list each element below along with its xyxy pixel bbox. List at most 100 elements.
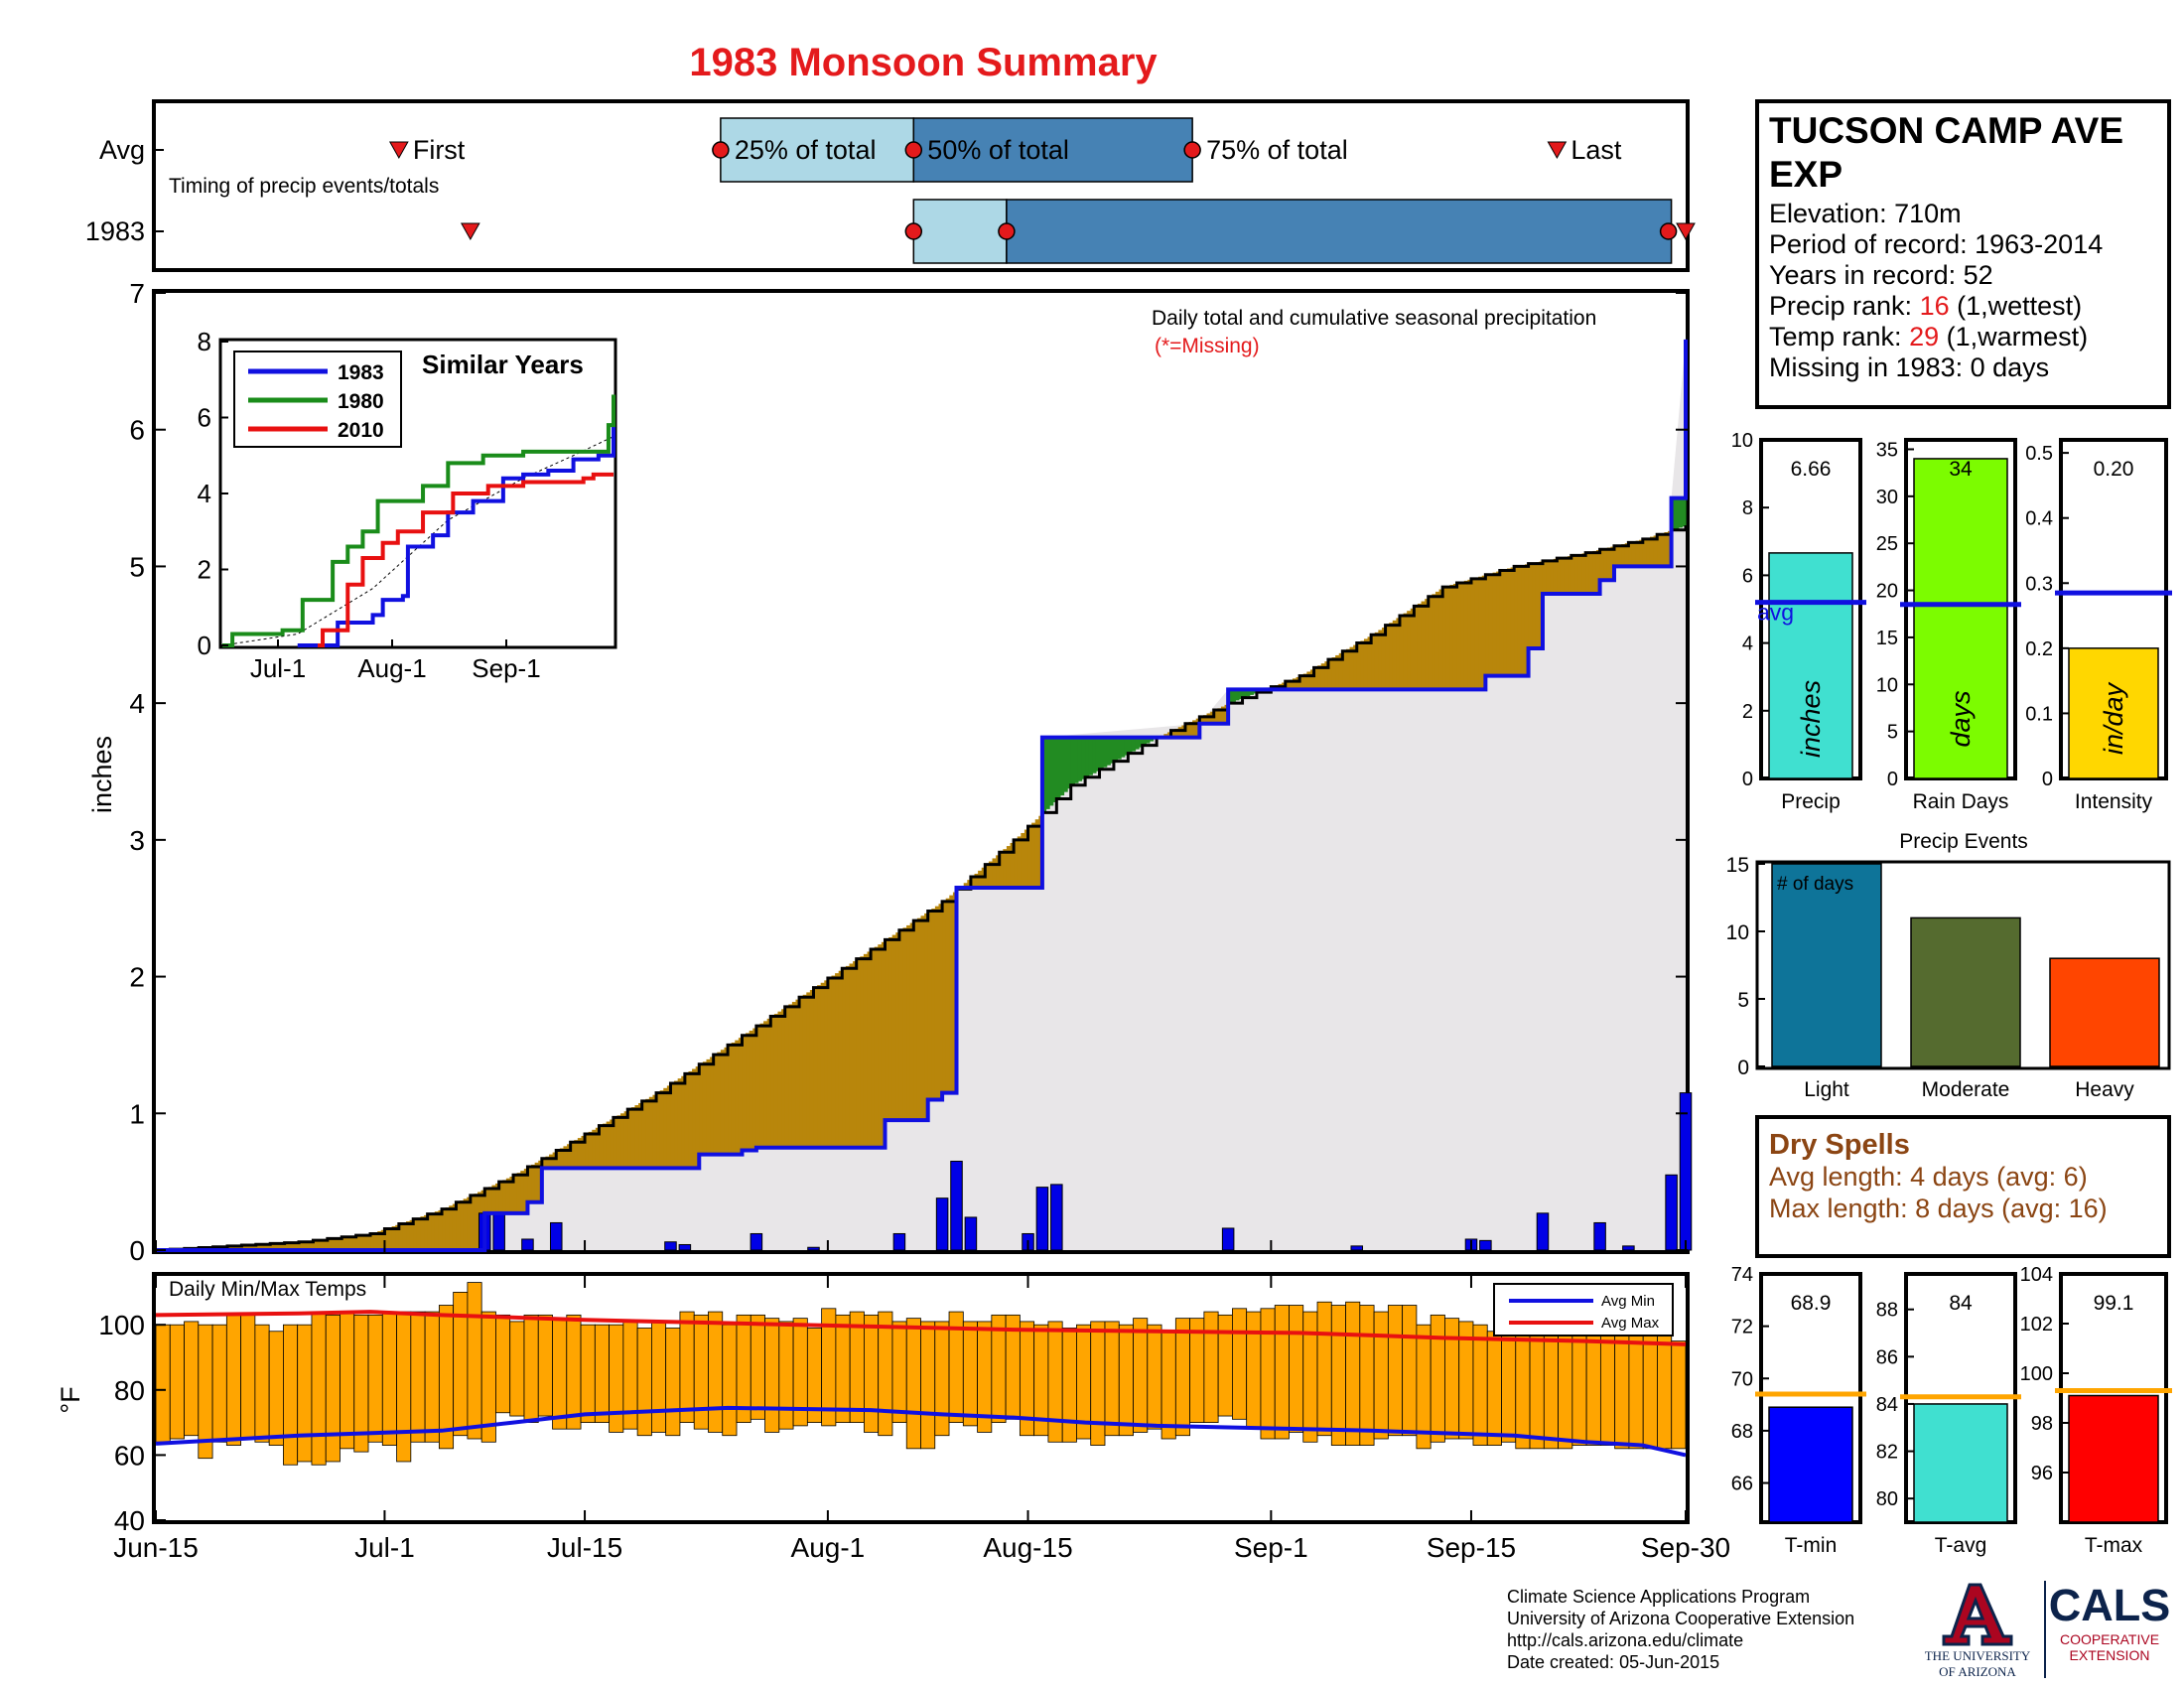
station-name-line2: EXP [1769,154,1843,195]
temp-ytick-label: 40 [114,1505,145,1536]
station-years: Years in record: 52 [1769,260,1993,290]
daily-temp-bar [381,1311,397,1446]
below-average-fill [1535,562,1540,649]
below-average-fill [853,961,858,1148]
below-average-fill [599,1125,604,1169]
below-average-fill [495,1183,500,1213]
below-average-fill [1506,568,1512,676]
below-average-fill [1403,613,1408,690]
panel-title: T-max [2085,1534,2143,1557]
below-average-fill [1514,566,1519,676]
below-average-fill [502,1180,507,1213]
daily-temp-bar [864,1314,880,1433]
precip-y-axis-label: inches [87,736,117,813]
below-average-fill [1306,671,1311,690]
below-average-fill [284,1242,289,1250]
above-average-fill [1682,497,1687,527]
year-cumulative-fill [156,339,1686,1250]
below-average-fill [263,1243,268,1250]
below-average-fill [1606,547,1611,581]
below-average-fill [1371,634,1376,690]
daily-temp-bar [764,1318,780,1433]
below-average-fill [788,1004,793,1148]
x-tick-label: Jul-1 [354,1532,415,1563]
below-average-fill [1653,535,1658,567]
below-average-fill [1010,842,1015,889]
panel-ytick-label: 0 [1742,769,1753,790]
below-average-fill [717,1052,722,1155]
daily-temp-bar [1387,1305,1404,1437]
below-average-fill [1485,574,1490,676]
below-average-fill [985,864,990,889]
dry-spells-max-length: Max length: 8 days (avg: 16) [1769,1194,2108,1223]
daily-temp-bar [467,1282,482,1440]
daily-temp-bar [1232,1308,1248,1420]
avg-q2-bar [912,117,1193,183]
below-average-fill [773,1014,779,1148]
above-average-fill [1131,737,1137,752]
below-average-fill [505,1178,511,1213]
below-average-fill [724,1047,729,1155]
x-tick-label: Sep-15 [1427,1532,1516,1563]
below-average-fill [1581,553,1586,594]
events-annotation: # of days [1777,874,1853,895]
panel-ytick-label: 80 [1876,1488,1898,1510]
below-average-fill [1345,648,1351,690]
below-average-fill [1585,552,1590,594]
panel-title: Intensity [2075,790,2153,813]
below-average-fill [949,895,954,1093]
daily-temp-bar [424,1311,440,1443]
daily-temp-bar [1274,1305,1290,1440]
timing-row-label-year: 1983 [85,216,145,246]
below-average-fill [920,915,925,1121]
below-average-fill [1660,533,1665,567]
below-average-fill [1034,819,1039,889]
below-average-fill [1481,575,1486,690]
below-average-fill [656,1092,661,1169]
daily-temp-bar [1585,1331,1601,1446]
below-average-fill [1592,550,1597,594]
daily-temp-bar [1061,1328,1077,1443]
below-average-fill [1213,710,1218,724]
panel-ytick-label: 30 [1876,487,1898,508]
below-average-fill [909,922,914,1121]
avg-p75-marker [1183,141,1201,159]
below-average-fill [1407,611,1412,690]
below-average-fill [742,1035,747,1151]
below-average-fill [1610,546,1615,581]
below-average-fill [713,1055,718,1155]
below-average-fill [677,1078,682,1169]
daily-precip-bar [521,1238,534,1251]
below-average-fill [1496,571,1501,676]
daily-precip-bar [664,1241,677,1251]
below-average-fill [688,1070,693,1169]
above-average-fill [1074,737,1079,783]
below-average-fill [684,1073,690,1169]
below-average-fill [731,1043,736,1155]
below-average-fill [1467,579,1472,690]
year-p25-marker [904,222,923,240]
below-average-fill [1360,640,1365,690]
below-average-fill [380,1229,386,1250]
daily-precip-bar [1679,1092,1693,1251]
daily-temp-bar [920,1321,936,1450]
below-average-fill [291,1242,297,1250]
below-average-fill [1399,616,1405,690]
daily-temp-bar [254,1324,270,1443]
below-average-fill [1568,556,1572,594]
temp-ytick-label: 100 [98,1310,145,1340]
below-average-fill [1353,644,1358,690]
below-average-fill [1363,638,1369,690]
below-average-fill [460,1200,465,1250]
dry-spells-frame [1755,1115,2171,1258]
below-average-fill [970,877,976,889]
below-average-fill [659,1090,664,1169]
below-average-fill [1621,544,1626,567]
below-average-fill [377,1230,382,1250]
above-average-fill [1088,737,1093,775]
below-average-fill [1628,542,1633,567]
below-average-fill [824,980,829,1148]
below-average-fill [1434,591,1440,690]
daily-temp-bar [1189,1318,1205,1424]
avg-min-line [155,1405,1687,1458]
